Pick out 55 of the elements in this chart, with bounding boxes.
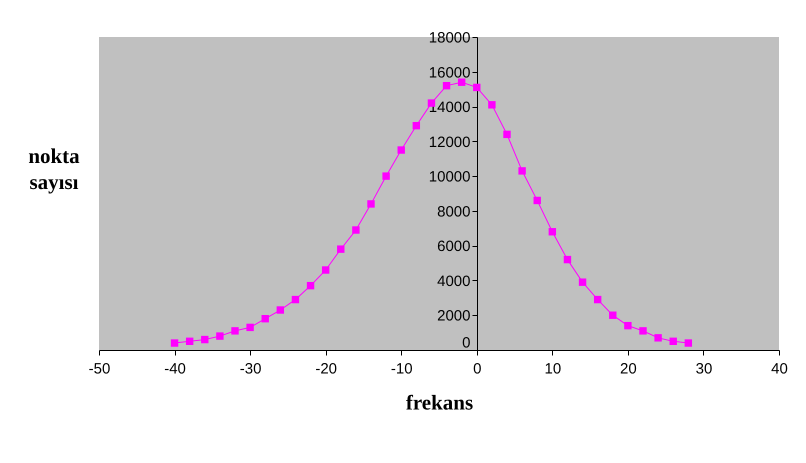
point <box>382 172 390 180</box>
point <box>534 196 541 204</box>
point <box>639 327 647 335</box>
y-tick-label: 10000 <box>428 168 470 186</box>
y-tick-label: 4000 <box>437 272 470 290</box>
x-tick-label: -30 <box>240 360 262 378</box>
x-tick-label: 40 <box>771 360 788 378</box>
point <box>684 339 692 347</box>
point <box>473 84 480 92</box>
point <box>170 339 178 347</box>
y-tick-label: 0 <box>462 334 470 352</box>
point <box>231 327 239 335</box>
x-tick-label: -50 <box>88 360 110 378</box>
point <box>276 306 284 314</box>
point <box>262 314 269 322</box>
y-tick-label: 16000 <box>428 64 470 82</box>
y-axis-title: nokta sayısı <box>28 144 80 194</box>
x-axis-title: frekans <box>406 390 474 414</box>
point <box>458 78 466 86</box>
point <box>322 266 330 274</box>
point <box>503 130 511 138</box>
point <box>442 82 450 90</box>
x-tick-label: -20 <box>315 360 338 378</box>
point <box>624 322 632 330</box>
x-tick-label: 30 <box>696 360 712 378</box>
point <box>518 167 526 175</box>
point <box>367 200 375 208</box>
point <box>292 296 300 304</box>
x-tick-label: 0 <box>473 360 482 378</box>
point <box>670 338 677 346</box>
y-tick-label: 12000 <box>428 134 470 151</box>
y-tick-label: 2000 <box>437 308 470 325</box>
point <box>654 334 662 342</box>
x-tick-label: -40 <box>164 360 186 378</box>
point <box>548 228 556 236</box>
point <box>564 256 572 264</box>
x-tick-label: 20 <box>620 360 637 378</box>
x-tick-label: 10 <box>544 360 562 378</box>
point <box>398 146 405 154</box>
point <box>306 282 314 290</box>
point <box>216 332 224 340</box>
point <box>609 312 616 319</box>
point <box>246 324 254 332</box>
point <box>578 278 586 286</box>
x-tick-label: -10 <box>390 360 413 378</box>
point <box>352 226 360 234</box>
point <box>488 101 496 109</box>
point <box>337 245 344 253</box>
point <box>201 336 208 344</box>
y-tick-label: 18000 <box>428 30 470 46</box>
point <box>186 338 194 346</box>
y-tick-label: 6000 <box>437 238 470 256</box>
y-tick-label: 8000 <box>437 203 470 220</box>
point <box>412 122 420 130</box>
point <box>594 296 602 304</box>
